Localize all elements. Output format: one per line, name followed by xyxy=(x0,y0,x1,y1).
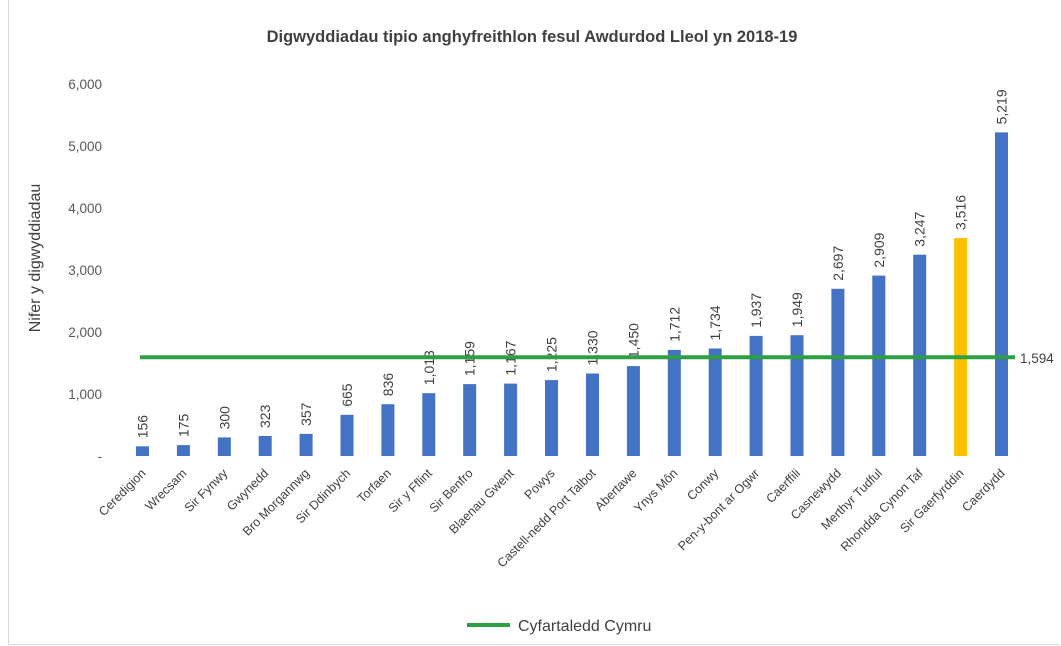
bar xyxy=(136,446,149,456)
bar xyxy=(258,436,272,456)
y-axis-ticks: - 1,000 2,000 3,000 4,000 5,000 6,000 xyxy=(68,77,102,464)
bar xyxy=(790,335,804,456)
bar xyxy=(586,373,599,456)
bar xyxy=(749,335,763,456)
bar xyxy=(831,288,845,456)
bar xyxy=(340,414,354,456)
bar-value-label: 2,697 xyxy=(830,246,846,281)
bar-value-label: 323 xyxy=(257,404,273,428)
x-tick-label: Ceredigion xyxy=(96,466,149,519)
bar xyxy=(545,380,558,456)
bar-value-label: 175 xyxy=(175,414,191,438)
x-tick-label: Caerdydd xyxy=(959,466,1007,514)
bar-value-label: 836 xyxy=(380,373,396,397)
bar xyxy=(626,366,640,456)
bar-value-label: 2,909 xyxy=(871,232,887,267)
x-tick-label: Ynys Môn xyxy=(631,466,680,515)
bar-value-label: 1,712 xyxy=(666,307,682,342)
bar-value-label: 1,450 xyxy=(625,323,641,358)
bar xyxy=(299,433,313,456)
y-axis-label: Nifer y digwyddiadau xyxy=(27,184,44,333)
bar xyxy=(176,445,190,456)
bar-value-label: 5,219 xyxy=(994,89,1010,124)
bar-value-label: 665 xyxy=(339,383,355,407)
bar xyxy=(872,275,886,456)
y-tick-label: 1,000 xyxy=(68,387,102,402)
bar xyxy=(504,383,518,456)
x-tick-label: Powys xyxy=(522,466,558,502)
bar xyxy=(667,349,681,456)
bar-value-label: 1,330 xyxy=(585,330,601,365)
bar-value-label: 156 xyxy=(135,415,151,439)
chart-title: Digwyddiadau tipio anghyfreithlon fesul … xyxy=(267,28,798,46)
y-tick-label: - xyxy=(98,449,103,464)
bar xyxy=(217,437,231,456)
y-tick-label: 3,000 xyxy=(68,263,102,278)
bar xyxy=(995,132,1008,456)
bar-value-label: 1,937 xyxy=(748,293,764,328)
x-tick-label: Pen-y-bont ar Ogwr xyxy=(675,466,762,553)
x-tick-label: Caerffili xyxy=(763,466,803,506)
bars-group xyxy=(136,132,1008,456)
legend-average-label: Cyfartaledd Cymru xyxy=(518,618,651,635)
bar xyxy=(954,238,968,456)
x-tick-label: Conwy xyxy=(684,466,721,503)
bar xyxy=(381,404,395,456)
bar xyxy=(463,384,477,456)
bar-value-label: 300 xyxy=(216,406,232,430)
x-tick-label: Sir Fynwy xyxy=(182,466,231,515)
bar-value-label: 1,949 xyxy=(789,292,805,327)
legend: Cyfartaledd Cymru xyxy=(467,618,651,635)
chart-frame xyxy=(8,0,1060,645)
bar-value-label: 3,516 xyxy=(953,195,969,230)
y-tick-label: 5,000 xyxy=(68,139,102,154)
y-tick-label: 2,000 xyxy=(68,325,102,340)
average-value-label: 1,594 xyxy=(1020,351,1054,366)
y-tick-label: 6,000 xyxy=(68,77,102,92)
bar xyxy=(422,393,436,456)
bar-value-label: 1,734 xyxy=(707,305,723,340)
y-tick-label: 4,000 xyxy=(68,201,102,216)
bar-value-label: 3,247 xyxy=(912,211,928,246)
bar-value-label: 357 xyxy=(298,402,314,426)
bar xyxy=(708,348,722,456)
bar-value-label: 1,225 xyxy=(544,337,560,372)
x-tick-label: Torfaen xyxy=(355,466,394,505)
